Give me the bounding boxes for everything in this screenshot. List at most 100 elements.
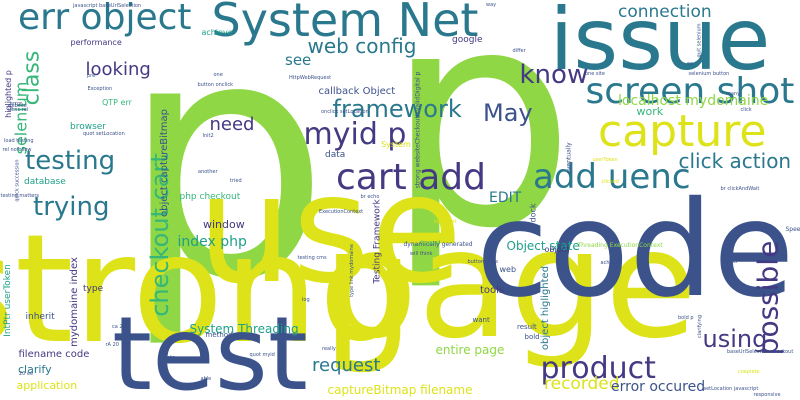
cloud-word-exception: Exception (87, 85, 113, 92)
cloud-word-etc: etc (167, 354, 175, 361)
cloud-word-web-config: web config (307, 34, 417, 58)
cloud-word-result: result (517, 322, 537, 331)
cloud-word-edit: EDIT (489, 190, 522, 206)
cloud-word-performance: performance (70, 38, 122, 47)
cloud-word-web: web (499, 265, 517, 274)
cloud-word-testing-cms: testing cms (297, 254, 327, 261)
cloud-word-tried: tried (230, 177, 242, 184)
cloud-word-php-checkout: php checkout (179, 191, 241, 202)
cloud-word-quot-myid: quot myid (249, 351, 275, 358)
cloud-word-server: server (722, 258, 738, 265)
cloud-word-type: type (83, 283, 104, 294)
cloud-word-achieve: achieve (201, 28, 233, 37)
cloud-word-capturebitmap-filename: captureBitmap filename (327, 383, 473, 397)
cloud-word-testing-framework: Testing Framework (372, 198, 383, 284)
cloud-word-ca-20: ca 20 (112, 323, 126, 330)
cloud-word-dock: dock (528, 203, 538, 223)
cloud-word-quick-succession: quick succession (14, 158, 21, 202)
cloud-word-application: application (16, 378, 78, 392)
cloud-word-javascript-baseurlselection: javascript baseUrlSelection (73, 2, 142, 9)
cloud-word-mydomaine-index: mydomaine index (68, 257, 80, 347)
cloud-word-object: object (544, 245, 570, 254)
cloud-word-eventually: eventually (565, 142, 573, 174)
cloud-word-trying: trying (33, 192, 110, 222)
cloud-word-code: code (476, 173, 795, 327)
cloud-word-setlocation-javascript: setLocation javascript (703, 385, 759, 392)
cloud-word-localhost-mydomaine: localhost mydomaine (618, 93, 769, 109)
cloud-word-know: know (519, 60, 589, 90)
cloud-word-error-occured: error occured (611, 379, 706, 395)
cloud-word-coeplete: coeplete (738, 368, 760, 375)
cloud-word-differ: differ (512, 47, 526, 54)
cloud-word-click-action: click action (678, 149, 792, 173)
cloud-word-achieve: achieve (600, 259, 620, 266)
cloud-word-filename-code: filename code (18, 349, 90, 360)
cloud-word-onclick-setlocation: onclick setLocation (321, 108, 369, 115)
cloud-word-tools: tools (480, 285, 505, 296)
cloud-word-another: another (198, 168, 218, 175)
cloud-word-intptr-usertoken: IntPtr userToken (2, 263, 13, 337)
cloud-word-method: method (205, 330, 233, 339)
cloud-word-clarify: clarify (18, 362, 52, 376)
cloud-word-p: p (385, 0, 576, 294)
cloud-word-test: test (112, 295, 308, 400)
cloud-word-really: really (322, 345, 336, 352)
cloud-word-quot-setlocation: quot setLocation (83, 130, 125, 137)
cloud-word-one: one (213, 71, 223, 78)
cloud-word-google: google (452, 34, 483, 45)
cloud-word-connection: connection (618, 1, 712, 22)
cloud-word-button-onclick: button onclick (197, 81, 233, 88)
cloud-word-baseurlselection-checkout: baseUrlSelection checkout (727, 348, 794, 355)
cloud-word-work: work (636, 104, 664, 118)
cloud-word-want: want (472, 315, 490, 324)
cloud-word-strong-websitecheckoutisvaliddigital-p: strong websiteCheckoutIsValidDigital p (413, 71, 421, 189)
cloud-word-click: click (740, 106, 752, 113)
cloud-word-one-site: one site (585, 70, 605, 77)
cloud-word-clarifying: clarifying (696, 314, 703, 338)
cloud-word-responsive: responsive (753, 391, 781, 398)
cloud-word-add-uenc: add uenc (533, 157, 691, 197)
cloud-word-page: page (322, 198, 698, 372)
cloud-word-httpwebrequest: HttpWebRequest (289, 74, 332, 81)
cloud-word-bold: bold (524, 332, 540, 341)
cloud-word-cart-add: cart add (336, 157, 486, 198)
cloud-word-log: log (302, 296, 310, 303)
cloud-word-dragged: dragged (419, 239, 441, 246)
cloud-word-screen-shot: screen shot (585, 71, 795, 112)
cloud-word-inherit: inherit (25, 311, 55, 322)
cloud-word-selenium-button: selenium button (688, 70, 730, 77)
cloud-word-data: data (325, 149, 346, 160)
cloud-word-object-capturebitmap: object captureBitmap (159, 108, 171, 218)
cloud-word-localhost: localhost (434, 218, 457, 225)
cloud-word-ra-20: rA 20 (105, 341, 119, 348)
cloud-word-using: using (702, 325, 768, 353)
cloud-word-uenc-rel: uenc rel (8, 106, 29, 113)
cloud-word-system: System (381, 140, 411, 149)
cloud-word-object-state: Object state (506, 239, 580, 253)
cloud-word-bold-p: bold p (678, 314, 694, 321)
cloud-word-testing: testing (25, 146, 116, 176)
cloud-word-usertoken: userToken (592, 156, 618, 163)
cloud-word-pre: pre (87, 72, 96, 79)
cloud-word-callback-object: callback Object (318, 86, 396, 97)
cloud-word-threading-executioncontext: Threading ExecutionContext (577, 242, 663, 249)
cloud-word-looking: looking (85, 59, 151, 80)
cloud-word-clicked: clicked (601, 178, 619, 185)
cloud-word-see: see (285, 50, 312, 69)
cloud-word-will-think: will think (410, 250, 433, 257)
cloud-word-p: p (120, 0, 330, 352)
cloud-word-able: able (200, 375, 212, 382)
cloud-word-request: request (312, 355, 381, 376)
cloud-word-br-echo: br echo (360, 193, 380, 200)
cloud-word-rel-nofollow: rel nofollow (2, 146, 32, 153)
cloud-word-product: product (540, 351, 656, 386)
cloud-word-entire-page: entire page (435, 343, 505, 357)
cloud-word-database: database (24, 176, 66, 187)
cloud-word-object-higlighted: object higlighted (540, 265, 552, 351)
cloud-word-speed: Speed (785, 226, 800, 233)
cloud-word-br-clickandwait: br clickAndWait (720, 185, 760, 192)
cloud-word-many: many (726, 90, 741, 97)
cloud-word-new: new (127, 332, 138, 339)
cloud-word-type-link-mydomaine: type link mydomaine (348, 243, 355, 297)
